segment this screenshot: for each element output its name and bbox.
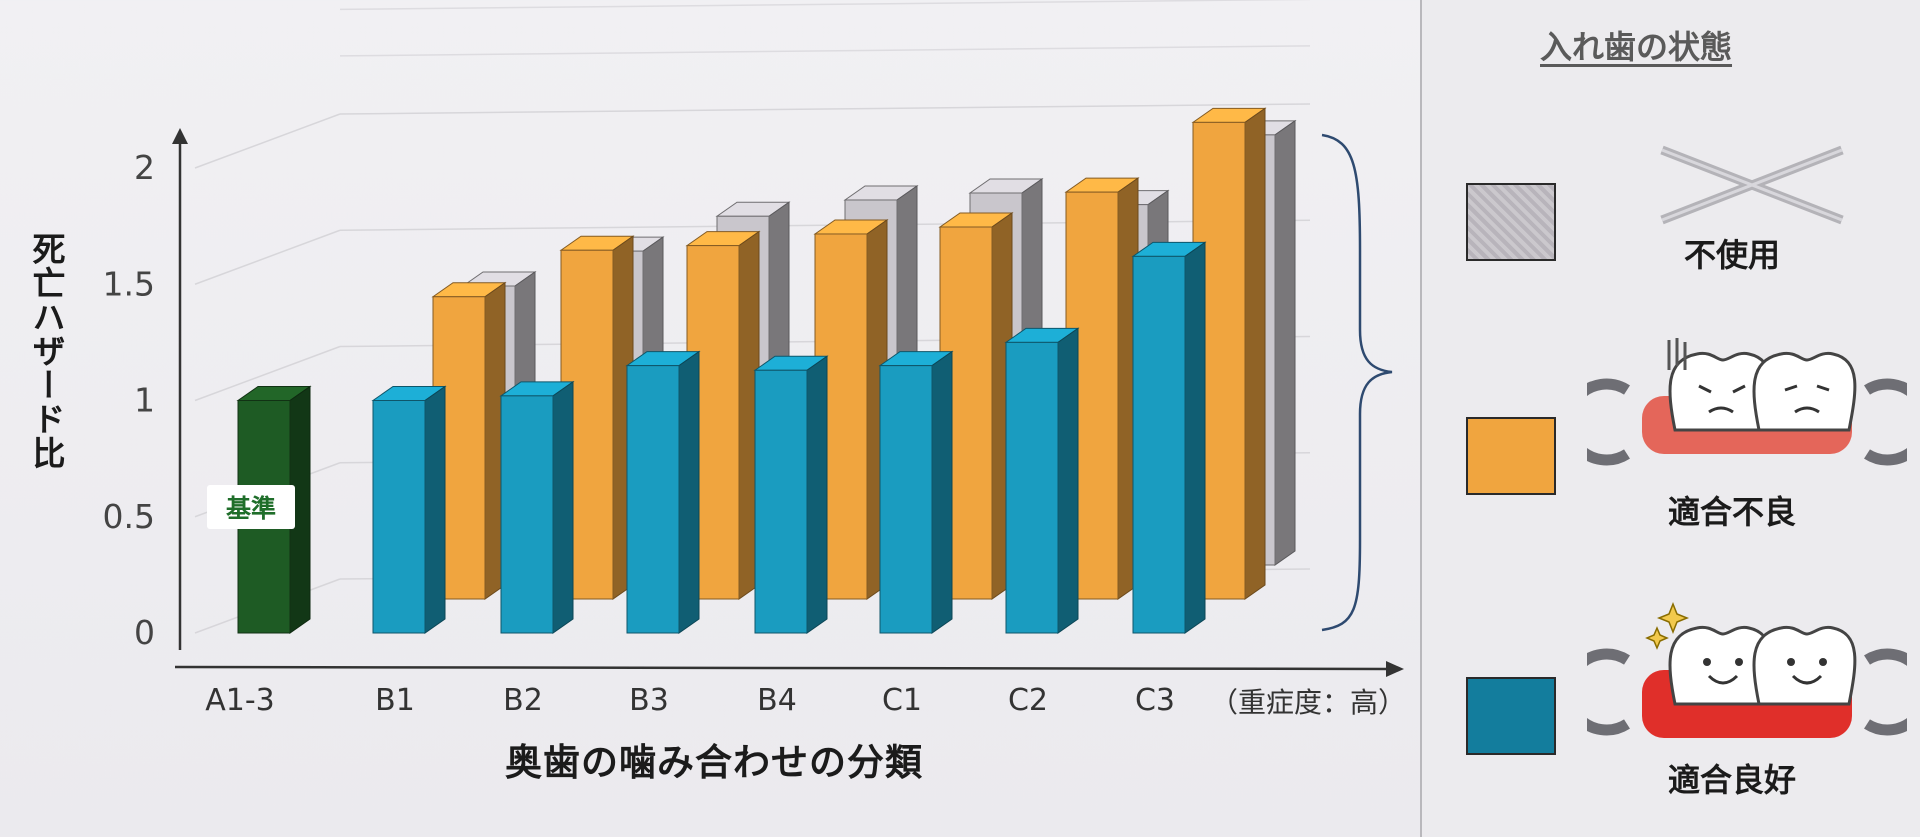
bar-good-fit	[878, 350, 954, 634]
x-axis-label: 奥歯の噛み合わせの分類	[505, 741, 923, 784]
x-tick-label: A1-3	[205, 683, 275, 718]
legend-swatch-good-fit	[1466, 677, 1556, 755]
chart-svg: 0 0.5 1 1.5 2 A1-3 B1 B2 B3 B4 C1 C2 C3	[103, 0, 1404, 718]
bar-side	[1184, 241, 1206, 634]
bar-good-fit	[1004, 327, 1080, 634]
cross-out-icon	[1660, 145, 1844, 225]
legend-title: 入れ歯の状態	[1540, 28, 1733, 66]
bar-front	[626, 365, 680, 634]
bar-front	[372, 400, 426, 634]
bar-side	[1274, 119, 1296, 566]
x-tick-label: C1	[882, 683, 922, 718]
x-tick-label: B3	[629, 683, 669, 718]
y-tick-label: 1.5	[103, 264, 155, 303]
legend-swatch-unused	[1466, 183, 1556, 261]
y-tick-label: 1	[134, 381, 155, 420]
bar-good-fit	[1131, 241, 1207, 634]
bars	[236, 107, 1297, 634]
bar-side	[1244, 107, 1266, 600]
axes: 0 0.5 1 1.5 2 A1-3 B1 B2 B3 B4 C1 C2 C3	[103, 128, 1404, 718]
y-tick-label: 0.5	[103, 497, 155, 536]
x-axis-arrow	[1386, 661, 1404, 677]
bar-good-fit	[371, 385, 447, 634]
bar-side	[552, 380, 574, 634]
x-axis-line	[174, 665, 1391, 671]
x-tick-label: B2	[503, 683, 543, 718]
bar-side	[806, 355, 828, 634]
bar-side	[1057, 327, 1079, 634]
grid-line-diagonal	[194, 113, 341, 169]
x-tick-label: B4	[757, 683, 797, 718]
group-brace	[1321, 133, 1393, 632]
legend-label-poor-fit: 適合不良	[1667, 493, 1796, 531]
ill-fitting-denture-icon	[1587, 338, 1907, 466]
bar-front	[1132, 255, 1186, 634]
grid-line	[339, 0, 1311, 11]
x-tick-label: B1	[375, 683, 415, 718]
x-tick-label: C3	[1135, 683, 1175, 718]
grid-line-diagonal	[194, 345, 341, 402]
bar-front	[1005, 341, 1059, 634]
bar-front	[500, 395, 554, 634]
bar-good-fit	[499, 380, 575, 634]
grid-line-diagonal	[194, 229, 341, 285]
group-brace-path	[1321, 133, 1393, 632]
legend-label-unused: 不使用	[1683, 236, 1780, 274]
chart-area: 0 0.5 1 1.5 2 A1-3 B1 B2 B3 B4 C1 C2 C3 死亡ハザード比 奥歯の噛…	[27, 0, 1407, 784]
legend-swatch-poor-fit	[1466, 417, 1556, 495]
grid-line	[339, 45, 1311, 57]
legend-panel: 入れ歯の状態 不使用 適合不良	[1420, 0, 1920, 837]
grid-line	[339, 103, 1311, 115]
x-tick-label: C2	[1008, 683, 1048, 718]
bar-side	[931, 350, 953, 634]
bar-front	[754, 369, 808, 634]
baseline-label: 基準	[207, 485, 295, 529]
bar-side	[678, 350, 700, 634]
severity-note: （重症度：高）	[1210, 686, 1407, 719]
bar-front	[879, 365, 933, 634]
y-tick-label: 0	[134, 613, 155, 652]
bar-poor-fit	[1191, 107, 1267, 600]
legend-label-good-fit: 適合良好	[1667, 761, 1796, 799]
y-axis-arrow	[172, 128, 188, 144]
y-tick-label: 2	[134, 148, 155, 187]
bar-good-fit	[753, 355, 829, 634]
bar-side	[424, 385, 446, 634]
well-fitting-denture-icon	[1587, 601, 1907, 738]
bar-good-fit	[625, 350, 701, 634]
y-axis-label: 死亡ハザード比	[27, 232, 66, 470]
